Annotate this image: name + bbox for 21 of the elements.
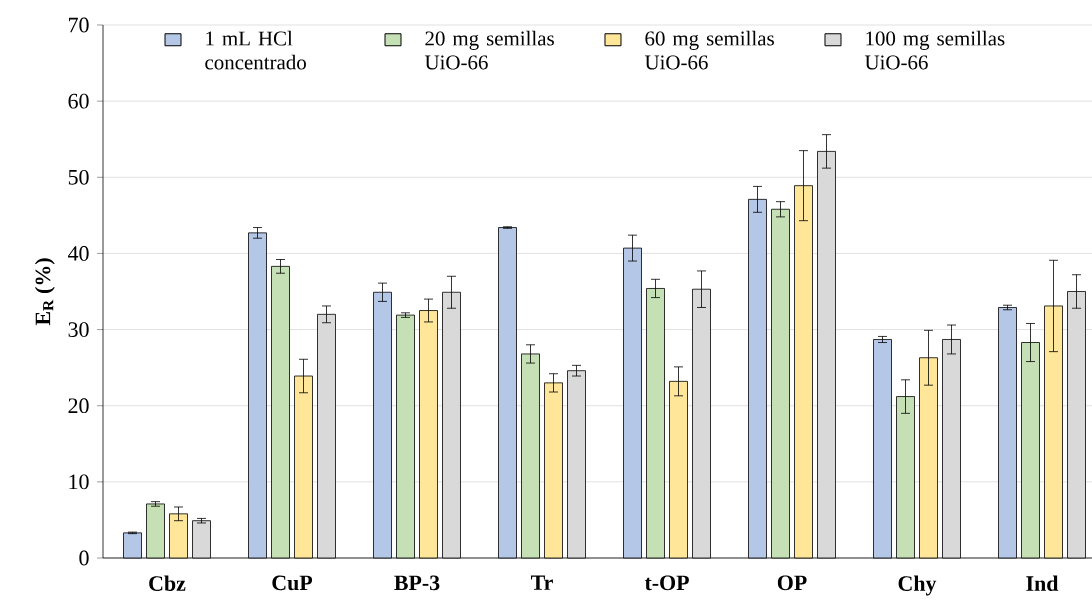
y-tick-label: 70 bbox=[69, 17, 89, 33]
x-tick-label: Ind bbox=[1026, 575, 1059, 591]
legend-label: 60 mg semillas UiO-66 bbox=[644, 30, 774, 70]
y-tick-label: 50 bbox=[68, 169, 89, 185]
x-tick-label: Tr bbox=[530, 575, 553, 590]
legend-label: 20 mg semillas UiO-66 bbox=[424, 30, 554, 70]
x-tick-label: Cbz bbox=[149, 575, 186, 591]
y-tick-label: 10 bbox=[69, 474, 89, 490]
y-tick-label: 0 bbox=[79, 550, 89, 566]
legend-label: 100 mg semillas UiO-66 bbox=[864, 30, 1005, 70]
legend-label: 1 mL HCl concentrado bbox=[205, 30, 306, 70]
y-tick-label: 60 bbox=[68, 93, 89, 109]
y-tick-label: 30 bbox=[68, 322, 89, 337]
y-axis-title: E$_{R}$ (%) bbox=[34, 258, 55, 326]
x-tick-label: BP-3 bbox=[394, 575, 440, 591]
y-tick-label: 40 bbox=[68, 246, 89, 261]
x-tick-label: OP bbox=[777, 575, 807, 591]
x-tick-label: t-OP bbox=[644, 575, 689, 591]
y-tick-label: 20 bbox=[68, 398, 89, 414]
x-tick-label: Chy bbox=[898, 575, 937, 596]
x-tick-label: CuP bbox=[272, 575, 313, 591]
